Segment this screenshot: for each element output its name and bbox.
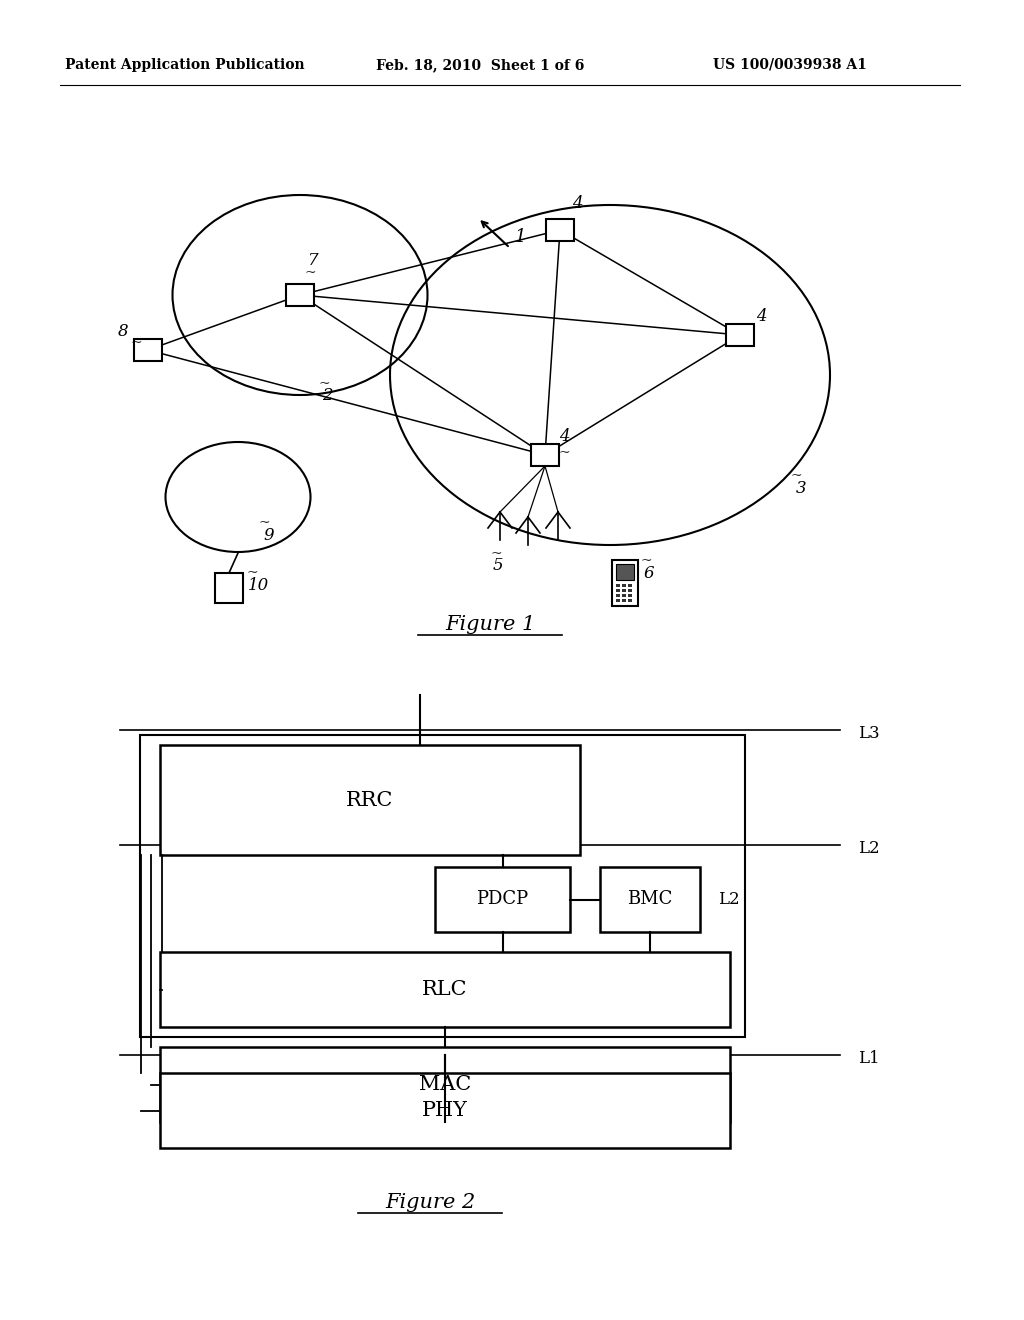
- Text: 4: 4: [572, 195, 583, 213]
- Text: Figure 1: Figure 1: [444, 615, 536, 635]
- Bar: [160, 1047, 730, 1122]
- Bar: [622, 583, 626, 587]
- Text: PHY: PHY: [422, 1101, 468, 1119]
- Text: L2: L2: [858, 840, 880, 857]
- Text: RLC: RLC: [422, 979, 468, 999]
- Bar: [616, 589, 620, 591]
- Bar: [726, 323, 754, 346]
- Bar: [628, 589, 632, 591]
- Bar: [140, 735, 745, 1038]
- Bar: [134, 339, 162, 360]
- Text: ~: ~: [305, 267, 316, 280]
- Text: RRC: RRC: [346, 791, 393, 809]
- Bar: [160, 1073, 730, 1148]
- Text: L3: L3: [858, 725, 880, 742]
- Text: 2: 2: [322, 387, 333, 404]
- Bar: [546, 219, 574, 242]
- Bar: [616, 583, 620, 587]
- Text: ~: ~: [641, 554, 652, 568]
- Bar: [612, 560, 638, 606]
- Text: 5: 5: [493, 557, 504, 574]
- Bar: [628, 594, 632, 597]
- Bar: [531, 444, 559, 466]
- Bar: [160, 744, 580, 855]
- Bar: [616, 594, 620, 597]
- Bar: [628, 583, 632, 587]
- Text: ~: ~: [318, 378, 330, 391]
- Bar: [435, 867, 570, 932]
- Bar: [622, 589, 626, 591]
- Text: Figure 2: Figure 2: [385, 1193, 475, 1213]
- Bar: [616, 564, 634, 579]
- Text: ~: ~: [258, 516, 269, 531]
- Text: L2: L2: [718, 891, 739, 908]
- Text: US 100/0039938 A1: US 100/0039938 A1: [713, 58, 867, 73]
- Text: ~: ~: [559, 446, 570, 459]
- Text: ~: ~: [130, 337, 141, 350]
- Text: 6: 6: [644, 565, 654, 582]
- Text: MAC: MAC: [419, 1074, 471, 1094]
- Bar: [215, 573, 243, 603]
- Text: 9: 9: [263, 527, 273, 544]
- Text: 7: 7: [308, 252, 318, 269]
- Text: ~: ~: [790, 469, 802, 483]
- Text: 10: 10: [248, 577, 269, 594]
- Text: BMC: BMC: [628, 891, 673, 908]
- Text: Feb. 18, 2010  Sheet 1 of 6: Feb. 18, 2010 Sheet 1 of 6: [376, 58, 584, 73]
- Text: ~: ~: [490, 546, 502, 561]
- Bar: [600, 867, 700, 932]
- Bar: [160, 952, 730, 1027]
- Text: 4: 4: [756, 308, 767, 325]
- Text: Patent Application Publication: Patent Application Publication: [66, 58, 305, 73]
- Bar: [622, 599, 626, 602]
- Text: 8: 8: [118, 323, 129, 341]
- Text: ~: ~: [246, 566, 258, 579]
- Bar: [628, 599, 632, 602]
- Text: 4: 4: [559, 428, 569, 445]
- Bar: [286, 284, 314, 306]
- Text: 1: 1: [515, 228, 526, 246]
- Bar: [616, 599, 620, 602]
- Text: L1: L1: [858, 1049, 880, 1067]
- Text: 3: 3: [796, 480, 807, 498]
- Bar: [622, 594, 626, 597]
- Text: PDCP: PDCP: [476, 891, 528, 908]
